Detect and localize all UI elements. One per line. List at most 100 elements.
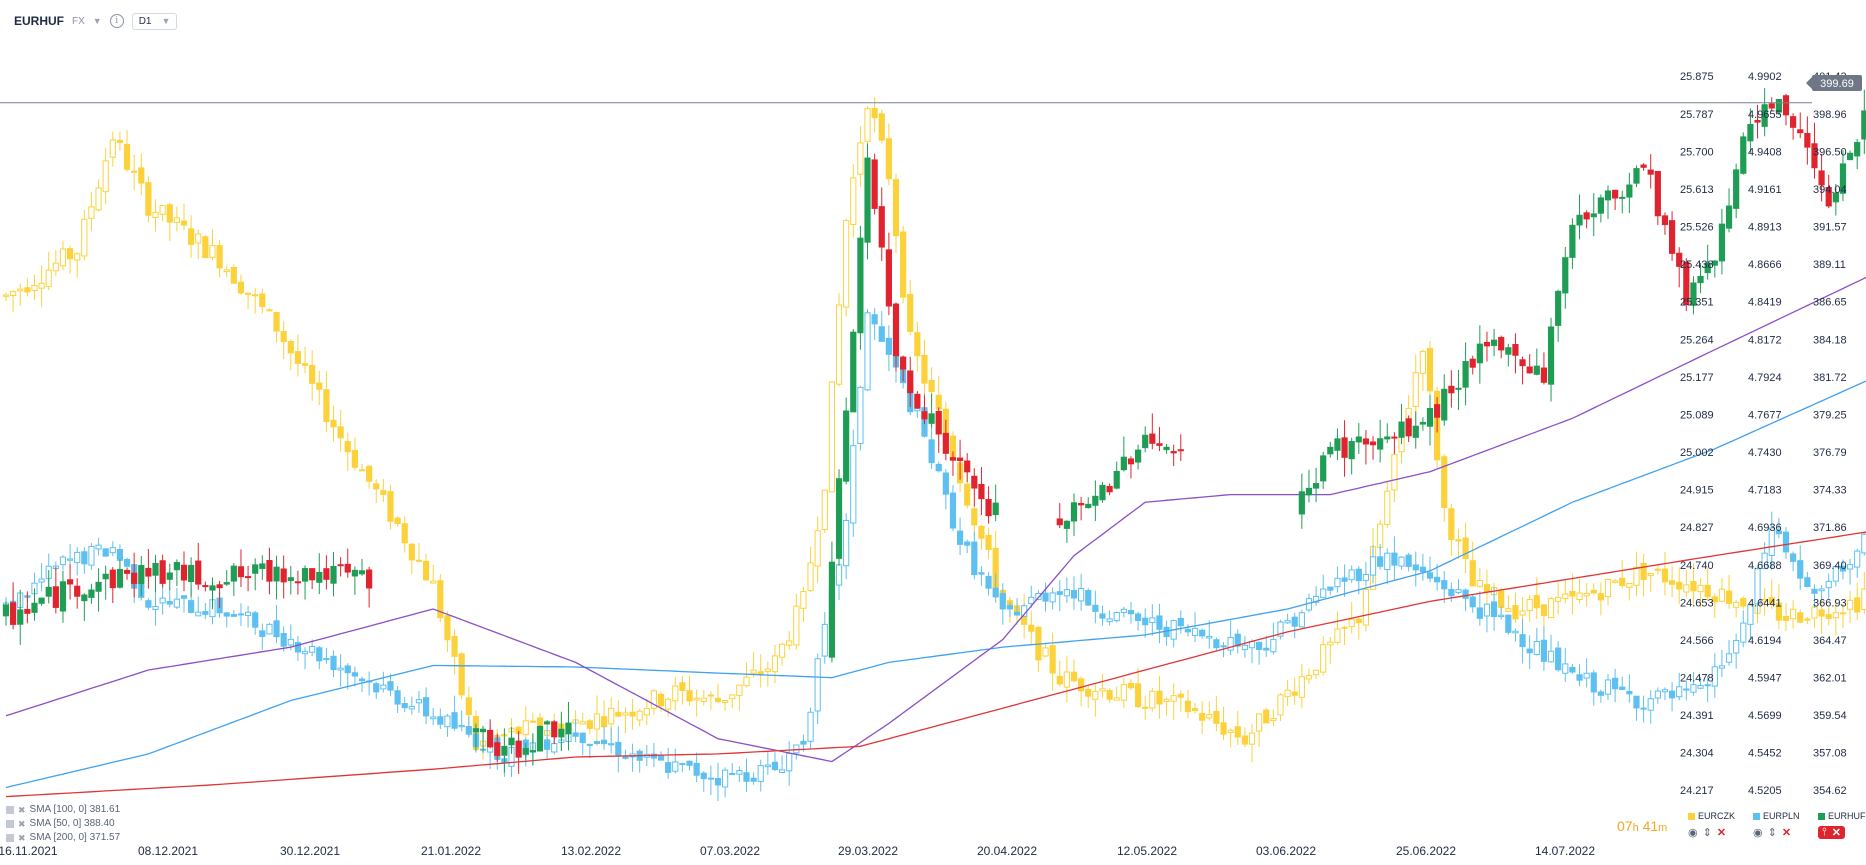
eurczk-candle (173, 206, 180, 232)
eurczk-candle (1056, 660, 1063, 687)
eurpln-candle (1369, 544, 1377, 584)
eurhuf-candle (81, 593, 88, 621)
sma-200-line (5, 531, 1866, 798)
eurpln-candle (572, 719, 579, 743)
timer-minutes: 41 (1642, 818, 1659, 834)
eurczk-candle (1768, 579, 1775, 610)
eurpln-candle (1405, 552, 1412, 572)
eurpln-candle (1619, 676, 1626, 691)
eurczk-candle (729, 694, 736, 709)
market-label: FX (72, 15, 85, 27)
eurpln-candle (608, 727, 615, 754)
eurpln-candle (750, 772, 757, 785)
settings-icon[interactable] (6, 820, 14, 828)
eurhuf-candle (1861, 89, 1866, 155)
close-icon[interactable]: ✕ (1831, 827, 1842, 839)
eurhuf-candle (1412, 411, 1419, 449)
legend-item-eurczk[interactable]: EURCZK (1688, 811, 1735, 821)
close-icon[interactable]: ✕ (1716, 827, 1727, 839)
eurpln-candle (166, 587, 173, 608)
settings-icon[interactable] (6, 834, 14, 842)
eurhuf-candle (1790, 113, 1797, 140)
eurhuf-candle (1134, 444, 1142, 470)
reorder-icon[interactable]: ⇕ (1702, 827, 1712, 839)
eurpln-candle (1683, 680, 1690, 701)
settings-icon[interactable] (6, 806, 14, 814)
eurczk-candle (1711, 593, 1718, 618)
indicator-row[interactable]: ✖ SMA [50, 0] 388.40 (6, 817, 120, 831)
eurczk-candle (828, 381, 836, 493)
eurhuf-candle (964, 453, 971, 483)
chevron-down-icon[interactable]: ▼ (92, 16, 102, 26)
symbol-label[interactable]: EURHUF (14, 14, 64, 28)
eurhuf-candle (1683, 258, 1690, 312)
eurhuf-candle (59, 570, 67, 623)
reorder-icon[interactable]: ⇕ (1767, 827, 1777, 839)
eurczk-candle (1063, 656, 1070, 703)
eurczk-candle (1469, 541, 1476, 587)
close-icon[interactable]: ✖ (18, 805, 26, 815)
close-icon[interactable]: ✕ (1781, 827, 1792, 839)
eurpln-candle (202, 603, 209, 619)
candle-type-icon[interactable]: ⫯ (1822, 826, 1827, 838)
timeframe-select[interactable]: D1 ▼ (131, 12, 178, 30)
eurhuf-candle (892, 302, 900, 372)
eurhuf-candle (871, 153, 878, 215)
eurczk-candle (1455, 528, 1462, 559)
eurczk-candle (1419, 349, 1426, 392)
eurpln-candle (1490, 587, 1498, 631)
eurpln-candle (1562, 648, 1569, 683)
eurpln-candle (1697, 676, 1704, 690)
eurhuf-candle (1597, 194, 1604, 223)
eurhuf-candle (857, 225, 864, 350)
eurczk-candle (1697, 578, 1704, 608)
eurczk-candle (1035, 625, 1042, 673)
eurczk-candle (59, 240, 67, 271)
eurczk-candle (1092, 683, 1099, 717)
eurhuf-candle (202, 581, 209, 592)
eurhuf-candle (1846, 150, 1854, 161)
eurhuf-candle (878, 187, 885, 261)
eurhuf-candle (1555, 289, 1562, 342)
eurpln-candle (1263, 635, 1270, 657)
eurpln-candle (1227, 620, 1234, 656)
eurczk-candle (1170, 683, 1177, 720)
eurpln-candle (74, 547, 81, 576)
eurpln-candle (1483, 603, 1491, 633)
eurpln-candle (793, 744, 800, 760)
eurczk-candle (722, 700, 729, 712)
timer-minutes-unit: m (1658, 822, 1668, 834)
eurpln-candle (935, 461, 942, 473)
eurczk-candle (700, 690, 707, 706)
indicator-row[interactable]: ✖ SMA [100, 0] 381.61 (6, 803, 120, 817)
eurhuf-candle (935, 407, 942, 453)
eurhuf-candle (337, 557, 344, 577)
eurpln-candle (1612, 668, 1619, 703)
eurhuf-candle (145, 548, 152, 589)
x-tick-label: 16.11.2021 (0, 844, 58, 858)
eurhuf-candle (1320, 451, 1327, 489)
indicator-row[interactable]: ✖ SMA [200, 0] 371.57 (6, 831, 120, 845)
eurhuf-candle (1519, 356, 1526, 385)
legend-item-eurpln[interactable]: EURPLN (1753, 811, 1800, 821)
info-icon[interactable]: i (109, 14, 124, 28)
eurczk-candle (1448, 503, 1455, 557)
close-icon[interactable]: ✖ (18, 833, 26, 843)
eye-icon[interactable]: ◉ (1753, 827, 1763, 839)
eye-icon[interactable]: ◉ (1688, 827, 1698, 839)
pln-tick-label: 4.8913 (1748, 222, 1782, 234)
eurhuf-candle (1661, 212, 1669, 235)
eurczk-candle (337, 409, 344, 452)
eurhuf-candle (1156, 426, 1163, 452)
legend-item-eurhuf[interactable]: EURHUF (1818, 811, 1866, 821)
eurhuf-candle (1718, 208, 1726, 275)
huf-tick-label: 374.33 (1813, 485, 1847, 497)
eurpln-candle (237, 603, 245, 627)
eurpln-candle (1006, 602, 1014, 617)
close-icon[interactable]: ✖ (18, 819, 26, 829)
eurhuf-candle (850, 329, 857, 413)
huf-tick-label: 371.86 (1813, 522, 1847, 534)
candle-countdown-timer: 07h 41m (1617, 818, 1667, 834)
eurhuf-candle (900, 355, 907, 382)
